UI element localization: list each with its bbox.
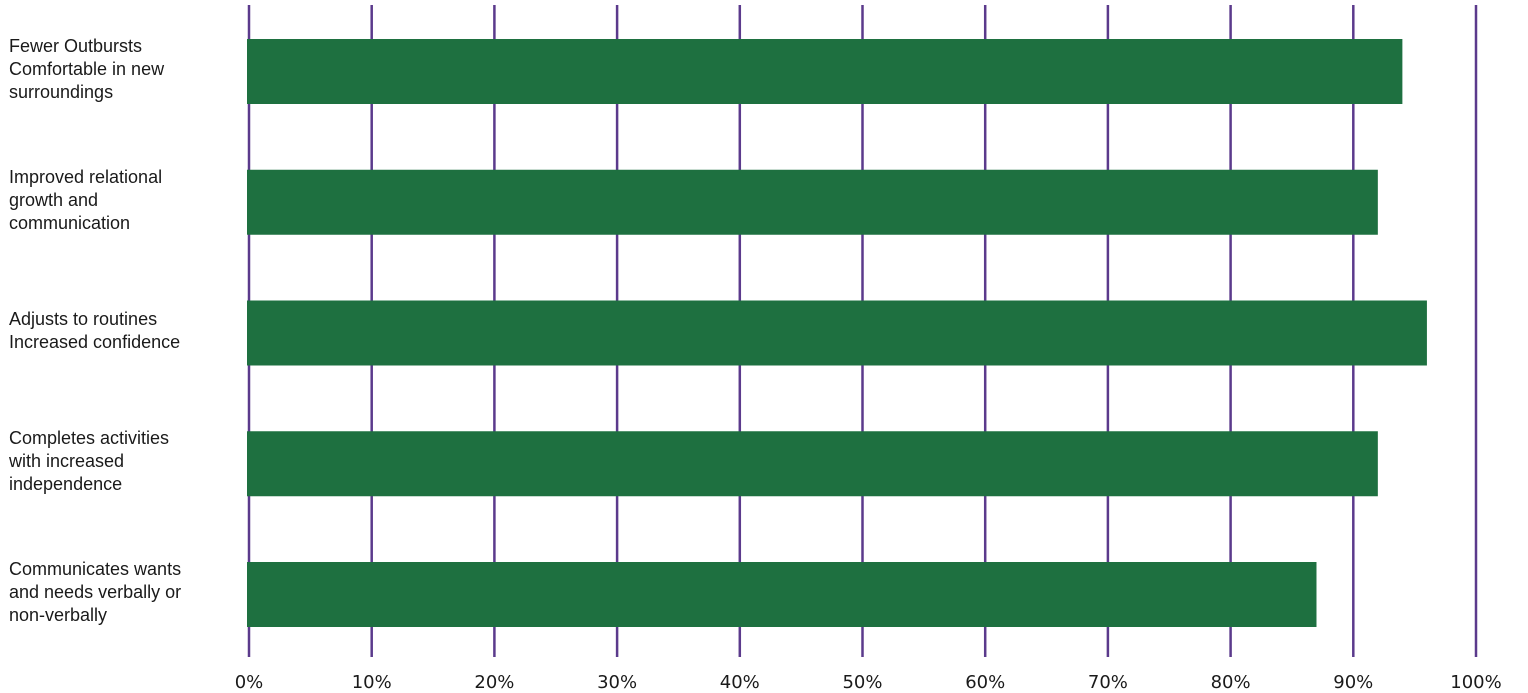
category-label-line: Completes activities (9, 428, 170, 449)
x-tick-label: 80% (1211, 672, 1251, 693)
bar (247, 431, 1378, 497)
x-tick-label: 70% (1088, 672, 1128, 693)
category-label: Improved relational growth and communicati… (9, 166, 229, 235)
category-label-line: Communicates wants (9, 559, 182, 579)
bars (247, 39, 1427, 627)
category-label-line: with increased (9, 451, 125, 472)
bar (247, 39, 1403, 104)
category-label-line: surroundings (9, 82, 114, 102)
category-label: Fewer Outbursts Comfortable in new surroun… (9, 35, 229, 104)
category-label-line: communication (9, 212, 131, 233)
category-label-line: and needs verbally or (9, 582, 182, 602)
bar (247, 169, 1378, 235)
category-label-line: independence (9, 474, 123, 495)
x-tick-label: 100% (1450, 672, 1501, 693)
x-tick-label: 10% (352, 672, 392, 693)
category-label-line: Improved relational (9, 166, 163, 187)
category-label: Communicates wants and needs verbally or n… (9, 558, 229, 627)
x-tick-label: 30% (597, 672, 637, 693)
bar (247, 562, 1317, 627)
category-label-line: Increased confidence (9, 332, 181, 352)
x-tick-label: 0% (235, 672, 264, 693)
x-tick-label: 90% (1333, 672, 1373, 693)
category-label-line: Adjusts to routines (9, 309, 158, 329)
bar (247, 300, 1427, 366)
category-label-line: non-verbally (9, 605, 108, 625)
x-tick-label: 40% (720, 672, 760, 693)
category-label: Completes activities with increased indepe… (9, 427, 229, 496)
x-tick-label: 20% (474, 672, 514, 693)
category-label: Adjusts to routines Increased confidence (9, 308, 229, 354)
x-axis-tick-labels: 0% 10% 20% 30% 40% 50% 60% 70% 80% 90% 100% (235, 672, 1502, 693)
category-label-line: growth and (9, 189, 99, 210)
x-tick-label: 60% (965, 672, 1005, 693)
category-label-line: Fewer Outbursts (9, 36, 143, 56)
x-tick-label: 50% (842, 672, 882, 693)
category-label-line: Comfortable in new (9, 59, 165, 79)
